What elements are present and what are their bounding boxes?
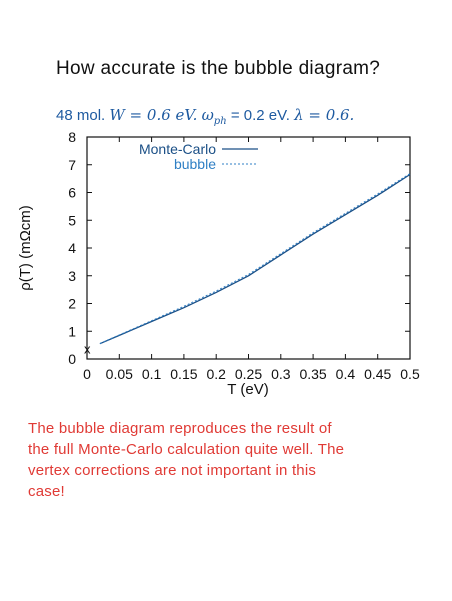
x-tick-label: 0.25 bbox=[235, 366, 262, 382]
caption: The bubble diagram reproduces the result… bbox=[28, 418, 428, 502]
x-tick-label: 0.1 bbox=[142, 366, 162, 382]
y-tick-label: 1 bbox=[68, 323, 76, 339]
y-axis-label: ρ(T) (mΩcm) bbox=[17, 205, 34, 291]
x-tick-label: 0.05 bbox=[106, 366, 133, 382]
param-w: W = 0.6 eV. bbox=[109, 106, 198, 124]
x-tick-label: 0.5 bbox=[400, 366, 420, 382]
x-axis-label: T (eV) bbox=[227, 381, 268, 398]
y-tick-label: 8 bbox=[68, 129, 76, 145]
x-tick-label: 0.4 bbox=[336, 366, 356, 382]
series-line-monte-carlo bbox=[99, 173, 411, 345]
caption-line: case! bbox=[28, 483, 65, 500]
x-tick-label: 0 bbox=[83, 366, 91, 382]
x-tick-label: 0.2 bbox=[206, 366, 226, 382]
y-tick-label: 0 bbox=[68, 351, 76, 367]
tick-layer: 0 0.05 0.1 0.15 0.2 0.25 0.3 0.35 0.4 0.45 0.5 0 1 2 3… bbox=[68, 129, 420, 382]
slide-title: How accurate is the bubble diagram? bbox=[56, 58, 381, 79]
x-tick-label: 0.3 bbox=[271, 366, 291, 382]
legend-label: Monte-Carlo bbox=[139, 141, 216, 157]
y-tick-label: 5 bbox=[68, 212, 76, 228]
y-tick-label: 6 bbox=[68, 185, 76, 201]
series-layer: x bbox=[84, 173, 411, 357]
param-omega-symbol: ωph bbox=[201, 106, 227, 127]
param-lambda: λ = 0.6. bbox=[294, 106, 355, 124]
y-tick-label: 3 bbox=[68, 268, 76, 284]
y-tick-label: 4 bbox=[68, 240, 76, 256]
param-omega: = 0.2 eV. bbox=[230, 107, 290, 124]
annotation-marker: x bbox=[84, 342, 91, 357]
caption-line: the full Monte-Carlo calculation quite w… bbox=[28, 441, 345, 458]
param-molecules: 48 mol. bbox=[56, 107, 106, 124]
series-line-bubble bbox=[99, 173, 411, 344]
y-tick-label: 2 bbox=[68, 296, 76, 312]
y-tick-label: 7 bbox=[68, 157, 76, 173]
x-tick-label: 0.35 bbox=[299, 366, 326, 382]
parameter-line: 48 mol. W = 0.6 eV. ωph = 0.2 eV. λ = 0.… bbox=[56, 106, 354, 127]
plot-frame bbox=[86, 136, 411, 360]
x-tick-label: 0.45 bbox=[364, 366, 391, 382]
legend-label: bubble bbox=[174, 156, 216, 172]
caption-line: The bubble diagram reproduces the result… bbox=[28, 420, 332, 437]
caption-line: vertex corrections are not important in … bbox=[28, 462, 317, 479]
x-tick-label: 0.15 bbox=[170, 366, 197, 382]
